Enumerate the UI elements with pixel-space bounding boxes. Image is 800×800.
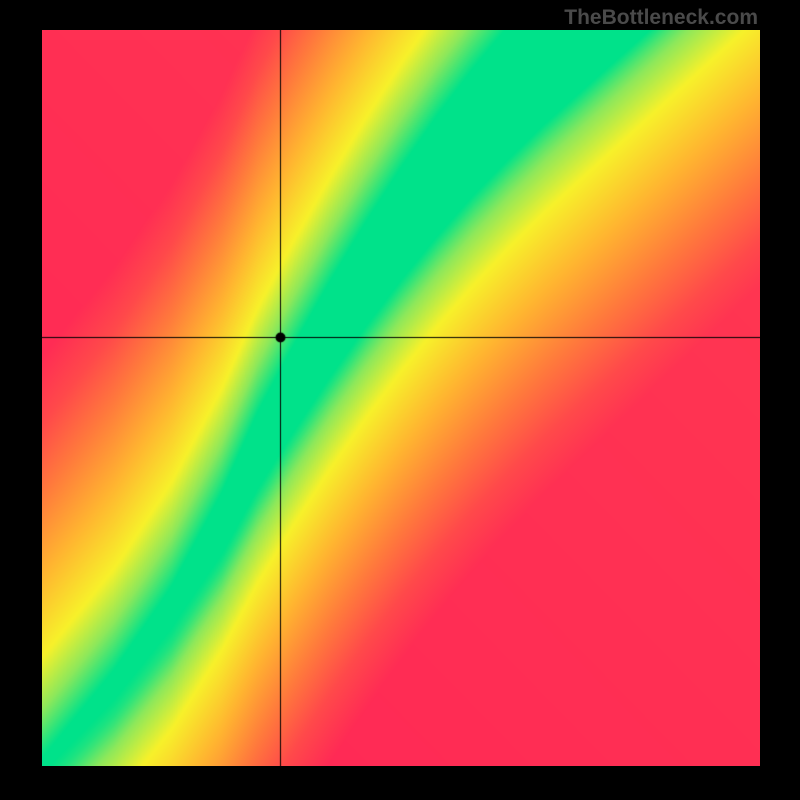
chart-container: TheBottleneck.com xyxy=(0,0,800,800)
watermark-text: TheBottleneck.com xyxy=(564,6,758,30)
bottleneck-heatmap xyxy=(42,30,760,766)
